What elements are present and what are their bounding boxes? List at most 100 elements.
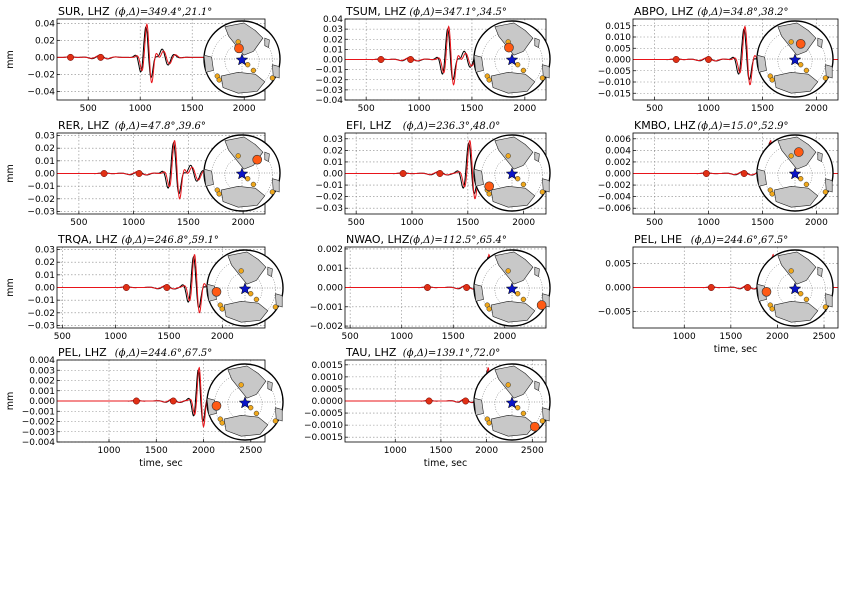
target-station-marker xyxy=(211,286,222,297)
antarctica-landmass xyxy=(490,71,536,94)
x-tick-label: 500 xyxy=(646,104,663,114)
station-marker xyxy=(505,268,511,274)
y-axis-label: mm xyxy=(5,278,16,297)
station-marker xyxy=(248,405,254,411)
station-marker xyxy=(769,77,775,83)
y-tick-label: −0.01 xyxy=(27,182,55,192)
y-tick-label: −0.03 xyxy=(27,207,55,217)
y-tick-label: −0.004 xyxy=(598,193,632,203)
y-tick-label: −0.03 xyxy=(27,321,55,331)
x-tick-label: 2500 xyxy=(239,446,262,456)
subplot-angle-label: (ϕ,Δ)=347.1°,34.5° xyxy=(409,7,506,18)
y-tick-label: −0.01 xyxy=(27,296,55,306)
y-tick-label: −0.01 xyxy=(315,66,343,76)
y-tick-label: 0.04 xyxy=(35,19,55,29)
madagascar-landmass xyxy=(264,37,270,49)
x-tick-label: 1000 xyxy=(98,446,121,456)
event-star-icon xyxy=(235,167,249,180)
madagascar-landmass xyxy=(817,37,823,49)
globe-inset xyxy=(756,134,834,212)
y-tick-label: −0.001 xyxy=(22,407,55,417)
subplot-angle-label: (ϕ,Δ)=47.8°,39.6° xyxy=(115,121,206,132)
africa-landmass xyxy=(494,22,534,56)
y-tick-label: 0.01 xyxy=(35,271,55,281)
subplot-angle-label: (ϕ,Δ)=246.8°,59.1° xyxy=(121,235,218,246)
subplot-rer-lhz3: 500 1000 1500 2000 0.03 0.02 0.01 0.00 −0.01 −0.0… xyxy=(5,119,266,228)
x-tick-label: 1500 xyxy=(719,332,742,342)
station-marker xyxy=(253,296,260,303)
station-marker xyxy=(505,153,511,159)
madagascar-landmass xyxy=(267,380,273,392)
africa-landmass xyxy=(224,22,264,56)
x-tick-label: 1500 xyxy=(751,104,774,114)
event-star-icon xyxy=(505,167,519,180)
phase-pick-marker xyxy=(424,284,431,291)
globe-inset xyxy=(473,249,551,327)
subplot-station-title: TAU, LHZ xyxy=(345,346,397,359)
event-star-icon xyxy=(238,282,252,295)
globe-inset xyxy=(206,249,284,327)
subplot-station-title: TSUM, LHZ xyxy=(345,5,407,18)
y-tick-label: −0.005 xyxy=(598,67,631,77)
y-tick-label: 0.004 xyxy=(29,356,55,366)
antarctica-landmass xyxy=(773,300,819,323)
x-tick-label: 1000 xyxy=(104,332,127,342)
x-tick-label: 2000 xyxy=(513,104,536,114)
event-star-icon xyxy=(505,396,519,409)
y-axis-label: mm xyxy=(5,164,16,183)
station-marker xyxy=(803,296,810,303)
y-tick-label: 0.01 xyxy=(35,157,55,167)
y-tick-label: −0.005 xyxy=(598,307,631,317)
subplot-angle-label: (ϕ,Δ)=112.5°,65.4° xyxy=(409,235,506,246)
station-marker xyxy=(515,291,521,297)
station-marker xyxy=(520,410,527,417)
australia-landmass xyxy=(825,293,833,308)
globe-inset xyxy=(473,363,551,441)
globe-inset xyxy=(756,249,834,327)
y-tick-label: 0.000 xyxy=(317,284,343,294)
y-tick-label: −0.015 xyxy=(598,89,631,99)
y-tick-label: 0.02 xyxy=(35,36,55,46)
y-tick-label: 0.000 xyxy=(29,397,55,407)
x-tick-label: 500 xyxy=(70,218,87,228)
y-tick-label: 0.04 xyxy=(323,15,343,25)
australia-landmass xyxy=(272,178,280,193)
phase-pick-marker xyxy=(407,56,415,63)
target-station-marker xyxy=(504,42,514,53)
phase-pick-marker xyxy=(707,284,715,291)
y-tick-label: 0.00 xyxy=(35,53,55,63)
phase-pick-marker xyxy=(135,170,143,177)
station-marker xyxy=(788,153,794,159)
australia-landmass xyxy=(542,64,550,79)
station-marker xyxy=(216,191,222,197)
subplot-angle-label: (ϕ,Δ)=244.6°,67.5° xyxy=(115,348,212,359)
station-marker xyxy=(253,410,260,417)
madagascar-landmass xyxy=(817,266,823,278)
y-tick-label: 0.03 xyxy=(323,25,343,35)
phase-pick-marker xyxy=(377,56,385,63)
x-tick-label: 1500 xyxy=(429,446,452,456)
y-tick-label: −0.02 xyxy=(315,76,343,86)
x-tick-label: 1500 xyxy=(181,104,204,114)
station-marker xyxy=(798,176,804,182)
y-tick-label: −0.04 xyxy=(315,96,343,106)
x-tick-label: 1500 xyxy=(177,218,200,228)
africa-landmass xyxy=(777,22,817,56)
africa-landmass xyxy=(227,251,267,285)
station-marker xyxy=(515,176,521,182)
station-marker xyxy=(822,189,829,195)
phase-pick-marker xyxy=(169,397,177,405)
y-tick-label: 0.00 xyxy=(35,170,55,180)
y-tick-label: 0.00 xyxy=(323,56,343,66)
x-axis-label: time, sec xyxy=(139,458,183,469)
phase-pick-marker xyxy=(67,53,74,61)
station-marker xyxy=(250,67,257,74)
y-tick-label: 0.002 xyxy=(317,245,343,255)
station-marker xyxy=(235,153,241,159)
x-tick-label: 1000 xyxy=(122,218,145,228)
africa-landmass xyxy=(777,251,817,285)
station-marker xyxy=(515,62,521,68)
y-tick-label: −0.002 xyxy=(310,322,343,332)
phase-pick-marker xyxy=(425,397,433,405)
